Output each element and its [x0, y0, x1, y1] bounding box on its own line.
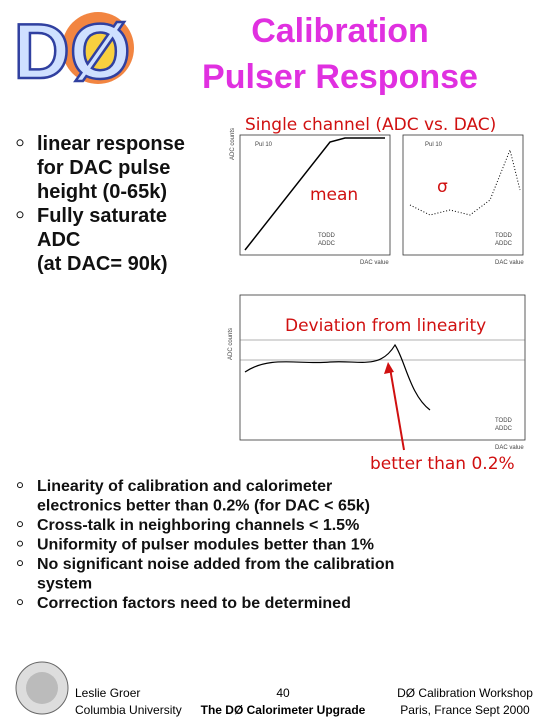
title-line: Pulser Response [202, 58, 478, 96]
tag: TODD [495, 233, 513, 239]
arrow-head [384, 362, 394, 374]
plot-frame [239, 294, 526, 441]
bullet-line: system [37, 576, 92, 593]
sigma-label: σ [437, 177, 448, 197]
logo-text: DØ [14, 7, 131, 95]
bullet-dot [16, 139, 24, 147]
bullet-line: for DAC pulse [37, 157, 170, 179]
seal-inner [26, 672, 58, 704]
bullet-dot [17, 540, 23, 547]
bullet-line: electronics better than 0.2% (for DAC < … [37, 498, 370, 515]
tag: TODD [318, 233, 336, 239]
bullet-line: No significant noise added from the cali… [37, 556, 394, 573]
tag: TODD [495, 418, 513, 424]
mean-label: mean [310, 185, 358, 205]
plot-frame [402, 134, 524, 256]
legend: Pul 10 [425, 142, 443, 148]
bullet-line: ADC [37, 229, 80, 251]
axis-label: ADC counts [230, 128, 236, 160]
bullet-dot [16, 211, 24, 219]
bullet-dot [17, 560, 23, 567]
axis-label: DAC value [360, 260, 389, 266]
axis-label: DAC value [495, 445, 524, 451]
bullet-line: Cross-talk in neighboring channels < 1.5… [37, 517, 359, 534]
affiliation: Columbia University [75, 703, 182, 717]
bullet-line: (at DAC= 90k) [37, 253, 168, 275]
bullet-dot [17, 482, 23, 489]
legend: Pul 10 [255, 142, 273, 148]
talk-title: The DØ Calorimeter Upgrade [201, 703, 366, 717]
precision-label: better than 0.2% [370, 454, 515, 474]
tag: ADDC [318, 241, 336, 247]
tag: ADDC [495, 241, 513, 247]
event: DØ Calibration Workshop [397, 686, 533, 700]
plot-sigma: Pul 10 TODD ADDC DAC value σ [402, 134, 524, 266]
bottom-bullets: Linearity of calibration and calorimeter… [17, 478, 394, 612]
deviation-label: Deviation from linearity [285, 316, 486, 336]
title-line: Calibration [251, 12, 429, 50]
curve [244, 137, 385, 251]
logo-core [74, 24, 122, 72]
logo: DØ [12, 6, 134, 96]
bullet-line: Fully saturate [37, 205, 167, 227]
plot-frame [239, 134, 391, 256]
axis-label: DAC value [495, 260, 524, 266]
axis-label: ADC counts [228, 328, 234, 360]
page-number: 40 [276, 686, 290, 700]
plot-caption: Single channel (ADC vs. DAC) [245, 115, 496, 135]
bullet-line: Uniformity of pulser modules better than… [37, 537, 374, 554]
plot-deviation: ADC counts TODD ADDC DAC value Deviation… [228, 294, 526, 451]
curve [244, 343, 431, 411]
arrow [389, 367, 405, 451]
tag: ADDC [495, 426, 513, 432]
bullet-dot [17, 599, 23, 606]
bullet-line: linear response [37, 133, 185, 155]
bullet-line: Linearity of calibration and calorimeter [37, 478, 332, 495]
place: Paris, France Sept 2000 [400, 703, 530, 717]
plot-mean: ADC counts Pul 10 TODD ADDC DAC value me… [230, 128, 391, 266]
author: Leslie Groer [75, 686, 140, 700]
bullet-dot [17, 521, 23, 528]
bullet-line: height (0-65k) [37, 181, 167, 203]
bullet-line: Correction factors need to be determined [37, 595, 351, 612]
